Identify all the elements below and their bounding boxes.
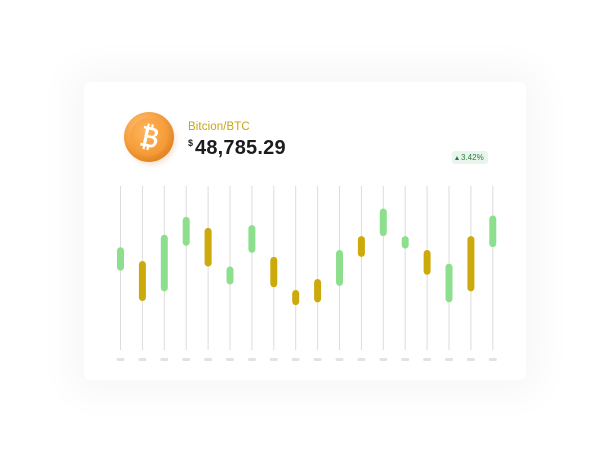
- x-axis-tick: [379, 358, 388, 361]
- candle-body-up[interactable]: [489, 215, 497, 248]
- x-axis-tick: [204, 358, 213, 361]
- candle-body-up[interactable]: [336, 249, 343, 286]
- x-axis-tick: [182, 358, 191, 361]
- x-axis-tick: [291, 358, 300, 361]
- candle-body-down[interactable]: [270, 256, 278, 288]
- candle-body-up[interactable]: [248, 225, 256, 253]
- x-axis-tick: [445, 358, 453, 361]
- x-axis-tick: [269, 358, 278, 361]
- x-axis-tick: [423, 358, 432, 361]
- price-change-value: 3.42%: [461, 153, 484, 162]
- x-axis-tick: [160, 358, 169, 361]
- candle-body-down[interactable]: [204, 227, 212, 267]
- candle-body-down[interactable]: [467, 236, 475, 292]
- candle-body-up[interactable]: [226, 266, 234, 285]
- x-axis-tick: [116, 358, 125, 361]
- asset-price: 48,785.29: [195, 137, 286, 159]
- x-axis-tick: [401, 358, 410, 361]
- candle-body-down[interactable]: [357, 236, 365, 257]
- candle-body-down[interactable]: [314, 278, 322, 303]
- candle-body-up[interactable]: [379, 208, 387, 237]
- candle-body-down[interactable]: [138, 261, 146, 302]
- up-arrow-icon: [455, 155, 459, 160]
- candle-body-up[interactable]: [117, 247, 124, 271]
- candle-body-up[interactable]: [182, 216, 190, 246]
- x-axis-tick: [357, 358, 366, 361]
- candle-body-up[interactable]: [160, 234, 168, 292]
- x-axis-tick: [466, 358, 475, 361]
- x-axis-tick: [313, 358, 322, 361]
- x-axis-tick: [488, 358, 497, 361]
- candle-body-up[interactable]: [401, 236, 409, 249]
- x-axis-tick: [226, 358, 234, 361]
- candle-body-down[interactable]: [423, 249, 431, 275]
- candle-body-down[interactable]: [292, 289, 300, 306]
- candle-body-up[interactable]: [445, 263, 453, 303]
- price-change-badge: 3.42%: [452, 151, 488, 164]
- x-axis-tick: [138, 358, 147, 361]
- x-axis-tick: [335, 358, 344, 361]
- bitcoin-icon: [140, 123, 159, 151]
- currency-symbol: $: [188, 138, 194, 148]
- x-axis-tick: [247, 358, 256, 361]
- bitcoin-logo: [124, 112, 174, 162]
- asset-pair-name: Bitcion/BTC: [188, 121, 250, 133]
